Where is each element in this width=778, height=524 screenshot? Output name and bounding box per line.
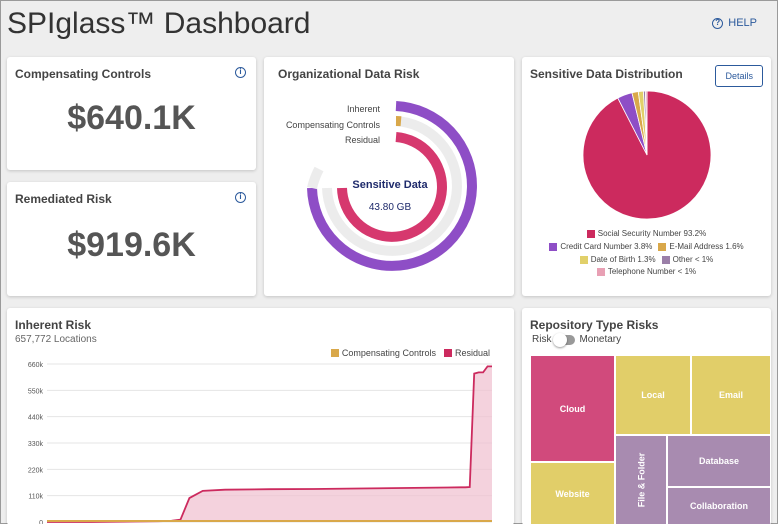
risk-monetary-toggle[interactable]	[553, 332, 576, 347]
risk-monetary-toggle-row: Risk Monetary	[532, 332, 622, 347]
center-value: 43.80 GB	[368, 202, 412, 213]
legend-label: Residual	[454, 348, 490, 358]
legend-swatch	[658, 242, 667, 251]
y-tick-label: 0	[39, 520, 43, 524]
legend-label: Credit Card Number 3.8%	[560, 242, 653, 251]
tile-local[interactable]: Local	[615, 355, 691, 435]
tile-collaboration[interactable]: Collaboration	[667, 487, 771, 524]
details-button[interactable]: Details	[715, 65, 763, 87]
legend-row-3: Date of Birth 1.3% Other < 1%	[522, 255, 771, 264]
legend-swatch	[330, 349, 339, 357]
legend-label: Telephone Number < 1%	[607, 267, 697, 276]
legend-row-2: Credit Card Number 3.8% E-Mail Address 1…	[522, 242, 771, 251]
legend-label: Other < 1%	[672, 255, 714, 264]
legend-label: Compensating Controls	[341, 348, 436, 358]
info-icon[interactable]: i	[235, 192, 246, 203]
tile-label: Email	[718, 390, 743, 400]
compensating-controls-card: Compensating Controls i $640.1K	[7, 57, 256, 170]
inherent-risk-area-chart: 660k 550k 440k 330k 220k 110k 0	[28, 362, 492, 524]
legend-item: Credit Card Number 3.8%	[549, 242, 652, 251]
org-risk-ring-chart	[307, 101, 477, 271]
tile-website[interactable]: Website	[530, 462, 615, 524]
legend-swatch	[586, 229, 595, 238]
help-icon: ?	[712, 17, 724, 29]
legend-swatch	[596, 267, 605, 276]
tile-label: Website	[555, 488, 590, 499]
y-tick-label: 440k	[28, 415, 44, 422]
card-title: Compensating Controls	[15, 67, 152, 81]
inherent-ring-track	[307, 166, 324, 190]
page-title: SPIglass™ Dashboard	[7, 7, 311, 40]
help-link[interactable]: ? HELP	[712, 17, 757, 29]
legend-swatch	[579, 255, 588, 264]
tile-label: Local	[641, 390, 665, 400]
y-tick-label: 330k	[28, 441, 44, 448]
sensitive-data-distribution-card: Sensitive Data Distribution Details Soci…	[522, 57, 771, 296]
chart-legend: Compensating Controls Residual	[330, 348, 490, 358]
tile-file-folder[interactable]: File & Folder	[615, 435, 667, 524]
legend-item: Date of Birth 1.3%	[579, 255, 656, 264]
repository-type-risks-card: Repository Type Risks Risk Monetary Clou…	[522, 308, 771, 524]
compensating-ring-track	[322, 116, 462, 256]
card-title: Remediated Risk	[15, 192, 112, 206]
y-tick-label: 550k	[28, 388, 44, 395]
residual-ring	[337, 132, 447, 242]
compensating-controls-value: $640.1K	[67, 99, 196, 137]
legend-item: Other < 1%	[661, 255, 714, 264]
legend-item: E-Mail Address 1.6%	[658, 242, 744, 251]
residual-area	[47, 366, 492, 522]
tile-label: Database	[698, 456, 740, 466]
tile-database[interactable]: Database	[667, 435, 771, 487]
legend-label: E-Mail Address 1.6%	[669, 242, 744, 251]
legend-row-1: Social Security Number 93.2%	[522, 229, 771, 238]
info-icon[interactable]: i	[235, 67, 246, 78]
ring-label-compensating: Compensating Controls	[285, 120, 380, 130]
legend-label: Date of Birth 1.3%	[590, 255, 656, 264]
inherent-risk-card: Inherent Risk 657,772 Locations Compensa…	[7, 308, 514, 524]
tile-label: Cloud	[559, 403, 586, 414]
card-title: Organizational Data Risk	[278, 67, 420, 81]
legend-item[interactable]: Compensating Controls	[330, 348, 436, 358]
tile-cloud[interactable]: Cloud	[530, 355, 615, 462]
legend-item: Social Security Number 93.2%	[586, 229, 707, 238]
tile-label: File & Folder	[636, 452, 647, 508]
tile-email[interactable]: Email	[691, 355, 771, 435]
tile-label: Collaboration	[690, 501, 748, 511]
card-title: Repository Type Risks	[530, 318, 659, 332]
distribution-pie-chart	[582, 90, 712, 220]
legend-swatch	[443, 349, 452, 357]
toggle-label-monetary: Monetary	[579, 334, 622, 345]
y-tick-label: 110k	[28, 494, 43, 501]
legend-swatch	[661, 255, 670, 264]
legend-swatch	[549, 242, 558, 251]
org-data-risk-card: Organizational Data Risk Inherent Compen…	[264, 57, 514, 296]
card-title: Sensitive Data Distribution	[530, 67, 683, 81]
legend-item: Telephone Number < 1%	[596, 267, 697, 276]
help-label: HELP	[728, 17, 757, 29]
legend-row-4: Telephone Number < 1%	[522, 267, 771, 276]
treemap: Cloud Local Email Website File & Folder …	[530, 355, 771, 524]
legend-item[interactable]: Residual	[443, 348, 490, 358]
center-title: Sensitive Data	[352, 179, 428, 191]
card-title: Inherent Risk	[15, 318, 92, 332]
legend-label: Social Security Number 93.2%	[597, 229, 707, 238]
ring-label-inherent: Inherent	[346, 104, 380, 114]
y-tick-label: 220k	[28, 467, 44, 474]
y-tick-label: 660k	[28, 362, 44, 369]
pie-slice-telephone-number[interactable]	[644, 90, 648, 156]
remediated-risk-value: $919.6K	[67, 226, 196, 264]
remediated-risk-card: Remediated Risk i $919.6K	[7, 182, 256, 296]
ring-label-residual: Residual	[344, 135, 380, 145]
locations-count: 657,772 Locations	[15, 334, 97, 345]
inherent-ring	[307, 101, 477, 271]
toggle-label-risk: Risk	[532, 334, 552, 345]
